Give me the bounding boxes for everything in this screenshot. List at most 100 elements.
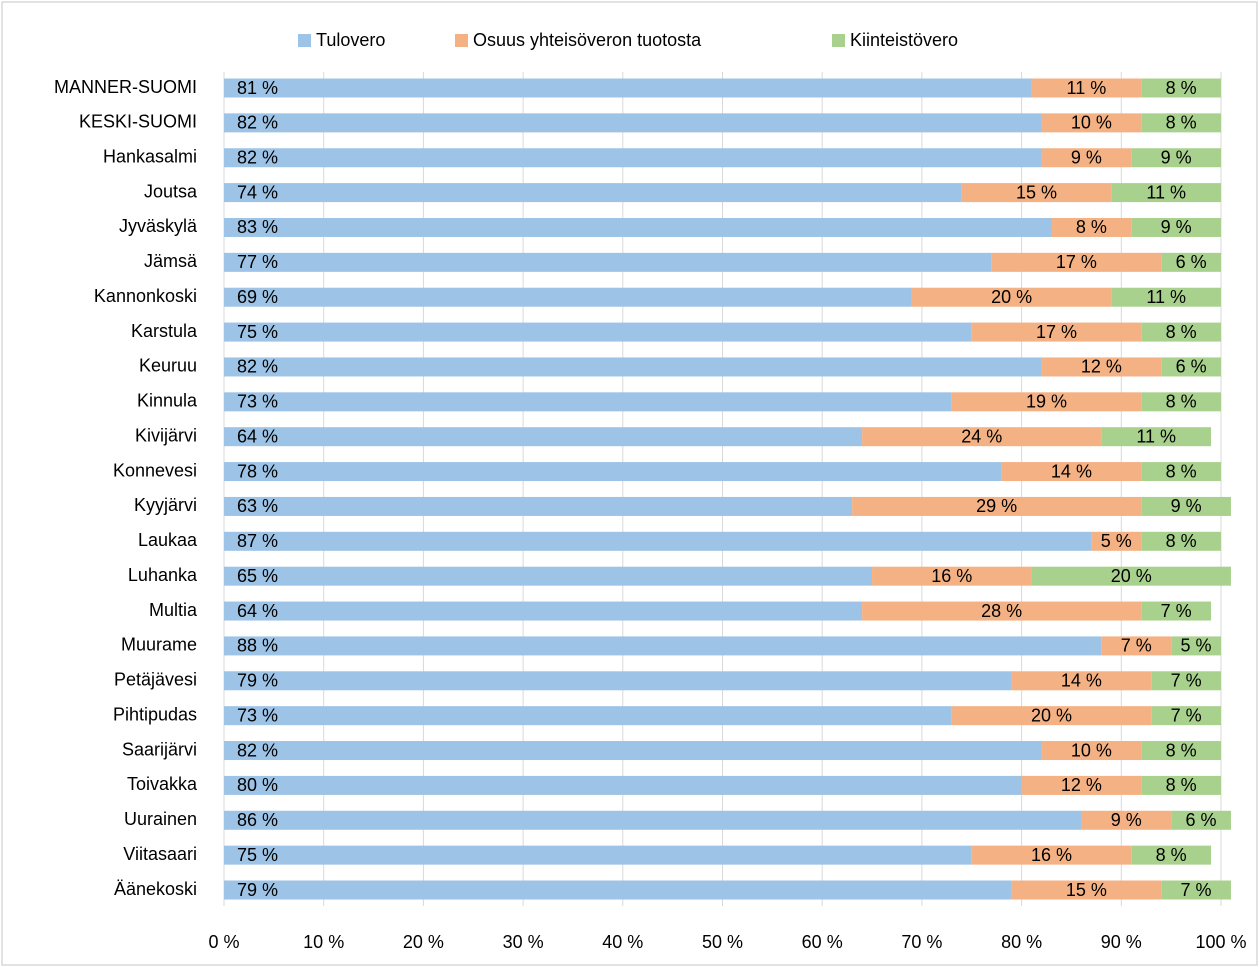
data-label: 7 % [1121, 636, 1152, 656]
data-label: 8 % [1076, 217, 1107, 237]
bar-segment [224, 496, 853, 516]
bar-segment [1141, 601, 1212, 621]
category-label: Viitasaari [123, 844, 197, 864]
data-label: 64 % [237, 601, 278, 621]
bar-segment [224, 392, 952, 412]
category-label: Kyyjärvi [134, 495, 197, 515]
data-label: 9 % [1071, 147, 1102, 167]
bar-segment [1131, 148, 1221, 168]
bar-segment [1141, 78, 1221, 98]
bar-segment [224, 531, 1092, 551]
bar-segment [1151, 671, 1221, 691]
bar-segment [1011, 880, 1162, 900]
data-label: 78 % [237, 461, 278, 481]
category-label: Äänekoski [114, 879, 197, 899]
data-label: 9 % [1171, 496, 1202, 516]
data-label: 73 % [237, 705, 278, 725]
x-tick-label: 100 % [1195, 932, 1246, 952]
bar-segment [971, 322, 1142, 342]
bar-segment [1161, 252, 1221, 272]
category-label: Petäjävesi [114, 670, 197, 690]
bar-segment [1141, 462, 1221, 482]
legend-swatch [832, 34, 845, 47]
data-label: 69 % [237, 287, 278, 307]
data-label: 12 % [1081, 357, 1122, 377]
category-label: Pihtipudas [113, 704, 197, 724]
bar-segment [224, 601, 863, 621]
bar-segment [1131, 217, 1221, 237]
bar-segment [224, 671, 1012, 691]
bar-segment [224, 810, 1082, 830]
bar-segment [224, 775, 1022, 795]
data-label: 19 % [1026, 392, 1067, 412]
data-label: 20 % [1111, 566, 1152, 586]
category-label: Muurame [121, 635, 197, 655]
data-label: 11 % [1146, 287, 1186, 307]
data-label: 8 % [1166, 461, 1197, 481]
bar-segment [1161, 357, 1221, 377]
category-label: Kannonkoski [94, 286, 197, 306]
bar-segment [1031, 566, 1231, 586]
data-label: 15 % [1066, 880, 1107, 900]
bar-segment [1051, 217, 1132, 237]
data-label: 7 % [1181, 880, 1212, 900]
bar-segment [872, 566, 1032, 586]
data-label: 8 % [1166, 531, 1197, 551]
data-label: 9 % [1111, 810, 1142, 830]
category-label: Uurainen [124, 809, 197, 829]
data-label: 17 % [1056, 252, 1097, 272]
bar-segment [224, 183, 962, 203]
bar-segment [224, 566, 873, 586]
bar-segment [224, 741, 1042, 761]
bar-segment [224, 845, 972, 865]
bar-segment [971, 845, 1132, 865]
bar-segment [1041, 741, 1142, 761]
bar-segment [224, 322, 972, 342]
data-label: 8 % [1166, 392, 1197, 412]
data-label: 88 % [237, 636, 278, 656]
data-label: 7 % [1171, 705, 1202, 725]
category-label: Keuruu [139, 356, 197, 376]
data-label: 28 % [981, 601, 1022, 621]
bar-segment [224, 78, 1032, 98]
category-label: Luhanka [128, 565, 198, 585]
data-label: 11 % [1146, 182, 1186, 202]
data-label: 80 % [237, 775, 278, 795]
bar-segment [1171, 636, 1221, 656]
bar-segment [1161, 880, 1231, 900]
bar-segment [1101, 427, 1212, 447]
bar-segment [862, 601, 1142, 621]
legend-swatch [455, 34, 468, 47]
data-label: 9 % [1161, 147, 1192, 167]
bar-segment [911, 287, 1112, 307]
bar-segment [862, 427, 1102, 447]
data-label: 63 % [237, 496, 278, 516]
data-label: 82 % [237, 113, 278, 133]
data-label: 82 % [237, 357, 278, 377]
category-label: Multia [149, 600, 198, 620]
legend-label: Tulovero [316, 30, 385, 50]
bar-segment [224, 636, 1102, 656]
bar-segment [1041, 148, 1132, 168]
category-label: Konnevesi [113, 460, 197, 480]
category-label: Saarijärvi [122, 739, 197, 759]
category-label: KESKI-SUOMI [79, 112, 197, 132]
bar-segment [224, 148, 1042, 168]
bar-segment [1041, 113, 1142, 133]
data-label: 8 % [1166, 775, 1197, 795]
bar-segment [224, 357, 1042, 377]
bar-segment [961, 183, 1112, 203]
bar-segment [1111, 287, 1221, 307]
bar-segment [1171, 810, 1231, 830]
category-label: Toivakka [127, 774, 198, 794]
bar-segment [224, 287, 912, 307]
bar-segment [951, 706, 1152, 726]
data-label: 8 % [1166, 740, 1197, 760]
bar-segment [224, 252, 992, 272]
bar-segment [224, 113, 1042, 133]
bar-segment [1111, 183, 1221, 203]
data-label: 7 % [1161, 601, 1192, 621]
legend-swatch [298, 34, 311, 47]
category-label: Jyväskylä [119, 216, 198, 236]
